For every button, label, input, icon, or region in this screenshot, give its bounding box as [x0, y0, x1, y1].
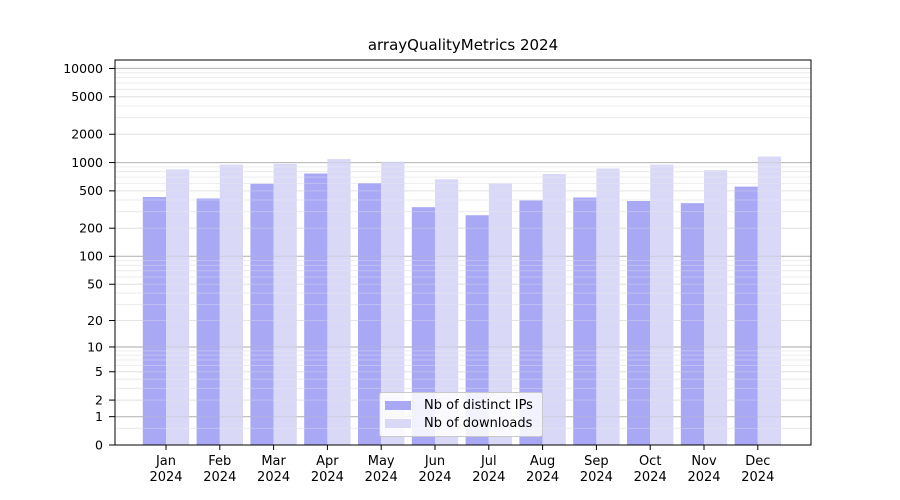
legend-item-distinct-ips: Nb of distinct IPs: [385, 398, 542, 413]
x-tick-label-month: Jan: [155, 454, 176, 469]
legend-label-distinct-ips: Nb of distinct IPs: [424, 398, 533, 413]
y-tick-label: 500: [79, 183, 103, 198]
x-tick-label-month: Feb: [208, 454, 231, 469]
y-tick-label: 10000: [63, 61, 103, 76]
bar-distinct-ips-jan: [142, 197, 166, 445]
bar-distinct-ips-apr: [304, 173, 328, 445]
bar-distinct-ips-feb: [196, 198, 220, 445]
y-axis: 0 1 2 5 10 20 50 100 200 500 1000 2000 5000 10000: [63, 61, 115, 452]
x-tick-label-year: 2024: [526, 470, 559, 485]
y-tick-label: 200: [79, 220, 103, 235]
bar-downloads-jun: [435, 179, 459, 445]
x-tick-label-month: Jul: [480, 454, 497, 469]
y-tick-label: 1000: [71, 155, 103, 170]
x-tick-label-year: 2024: [687, 470, 720, 485]
chart-title: arrayQualityMetrics 2024: [367, 36, 559, 54]
legend-swatch-distinct-ips: [385, 401, 411, 410]
y-tick-label: 20: [87, 313, 103, 328]
bar-distinct-ips-nov: [680, 203, 704, 445]
bar-distinct-ips-jun: [411, 207, 435, 445]
legend-label-downloads: Nb of downloads: [424, 416, 533, 431]
x-tick-label-year: 2024: [311, 470, 344, 485]
bar-downloads-dec: [757, 156, 781, 445]
y-tick-label: 10: [87, 339, 103, 354]
bar-downloads-apr: [327, 159, 351, 445]
bar-downloads-nov: [704, 170, 728, 445]
bar-downloads-aug: [542, 174, 566, 445]
x-tick-label-month: Mar: [261, 454, 286, 469]
x-axis: Jan2024Feb2024Mar2024Apr2024May2024Jun20…: [149, 445, 774, 485]
bar-distinct-ips-mar: [250, 183, 274, 445]
bar-downloads-jan: [166, 169, 190, 445]
x-tick-label-month: Sep: [584, 454, 609, 469]
x-tick-label-month: Apr: [316, 454, 339, 469]
y-tick-label: 5000: [71, 89, 103, 104]
y-tick-label: 1: [95, 409, 103, 424]
x-tick-label-year: 2024: [149, 470, 182, 485]
bar-downloads-jul: [488, 183, 512, 445]
x-tick-label-month: Oct: [639, 454, 661, 469]
x-tick-label-month: May: [368, 454, 395, 469]
y-tick-label: 0: [95, 437, 103, 452]
x-tick-label-year: 2024: [741, 470, 774, 485]
x-tick-label-month: Dec: [745, 454, 770, 469]
bar-downloads-oct: [650, 164, 674, 445]
y-tick-label: 50: [87, 277, 103, 292]
x-tick-label-year: 2024: [365, 470, 398, 485]
bar-distinct-ips-aug: [519, 200, 543, 445]
x-tick-label-year: 2024: [634, 470, 667, 485]
bar-downloads-may: [381, 161, 405, 445]
bar-distinct-ips-may: [358, 183, 382, 445]
x-tick-label-month: Jun: [424, 454, 445, 469]
x-tick-label-year: 2024: [580, 470, 613, 485]
y-tick-label: 5: [95, 364, 103, 379]
plot-border: [114, 59, 812, 446]
y-tick-label: 100: [79, 249, 103, 264]
bar-downloads-mar: [273, 163, 297, 445]
bar-distinct-ips-dec: [734, 186, 758, 445]
bar-downloads-feb: [219, 164, 243, 445]
legend-swatch-downloads: [385, 419, 411, 428]
grid-over: [115, 67, 811, 429]
bar-downloads-sep: [596, 168, 620, 445]
x-tick-label-year: 2024: [257, 470, 290, 485]
bar-distinct-ips-jul: [465, 215, 489, 445]
x-tick-label-month: Nov: [691, 454, 717, 469]
bars: [142, 156, 781, 445]
legend-item-downloads: Nb of downloads: [385, 416, 542, 431]
y-tick-label: 2000: [71, 127, 103, 142]
x-tick-label-year: 2024: [203, 470, 236, 485]
bar-distinct-ips-sep: [573, 197, 597, 445]
legend: Nb of distinct IPs Nb of downloads: [379, 392, 543, 437]
x-tick-label-year: 2024: [472, 470, 505, 485]
y-tick-label: 2: [95, 392, 103, 407]
x-tick-label-month: Aug: [530, 454, 555, 469]
bar-distinct-ips-oct: [627, 200, 651, 445]
x-tick-label-year: 2024: [418, 470, 451, 485]
